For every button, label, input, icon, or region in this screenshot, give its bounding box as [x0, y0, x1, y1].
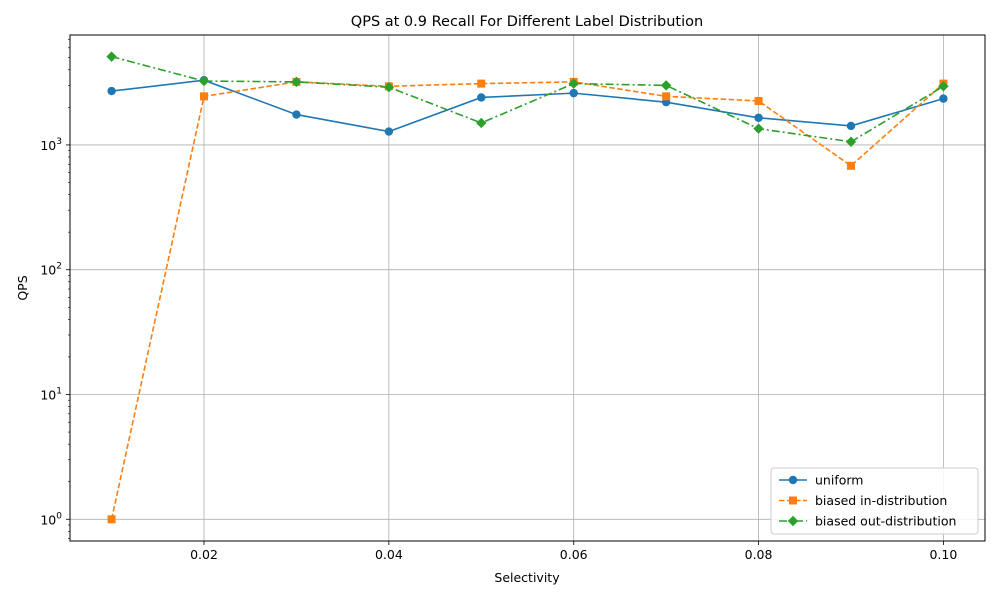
- legend-item: uniform: [779, 473, 863, 488]
- x-tick-label: 0.08: [745, 547, 773, 562]
- data-point: [754, 96, 763, 105]
- x-tick-label: 0.02: [190, 547, 218, 562]
- legend: uniform biased in-distribution biased out-…: [770, 467, 979, 535]
- plot-frame: [69, 34, 986, 542]
- y-axis-label: QPS: [15, 275, 30, 300]
- y-tick-label: 103: [40, 137, 62, 153]
- data-point: [107, 86, 116, 96]
- data-point: [938, 81, 949, 92]
- data-point: [660, 80, 672, 91]
- data-point: [846, 161, 855, 170]
- y-axis: 100 101 102 103: [40, 39, 70, 539]
- data-point: [106, 51, 117, 62]
- data-point: [845, 136, 857, 147]
- series-layer: [106, 51, 949, 524]
- legend-label: uniform: [815, 473, 863, 488]
- legend-marker: [787, 515, 799, 527]
- series-uniform: [107, 76, 948, 136]
- data-point: [200, 92, 209, 101]
- x-tick-label: 0.06: [560, 547, 588, 562]
- series-line: [110, 81, 944, 520]
- data-point: [846, 121, 856, 131]
- x-axis-label: Selectivity: [494, 570, 560, 585]
- series-line: [111, 55, 944, 143]
- legend-item: biased out-distribution: [779, 514, 956, 529]
- legend-marker: [789, 496, 797, 505]
- data-point: [292, 110, 301, 119]
- chart-title: QPS at 0.9 Recall For Different Label Di…: [351, 14, 703, 30]
- data-point: [568, 78, 579, 89]
- x-axis: 0.02 0.04 0.06 0.08 0.10: [190, 541, 957, 562]
- data-point: [753, 123, 764, 134]
- legend-marker: [788, 475, 798, 485]
- grid: [70, 35, 985, 541]
- legend-label: biased out-distribution: [815, 514, 956, 529]
- data-point: [476, 117, 487, 129]
- y-tick-label: 101: [40, 387, 62, 403]
- y-tick-label: 102: [40, 262, 62, 278]
- legend-item: biased in-distribution: [779, 493, 947, 508]
- data-point: [107, 515, 116, 524]
- data-point: [477, 79, 486, 88]
- data-point: [383, 82, 395, 93]
- y-tick-label: 100: [40, 511, 62, 527]
- x-tick-label: 0.10: [929, 547, 957, 562]
- series-line: [111, 79, 944, 133]
- data-point: [569, 88, 578, 98]
- data-point: [939, 94, 948, 103]
- legend-label: biased in-distribution: [815, 493, 947, 508]
- series-biased-out-distribution: [106, 51, 949, 147]
- data-point: [754, 113, 763, 122]
- data-point: [291, 76, 302, 88]
- data-point: [477, 93, 486, 102]
- data-point: [384, 127, 394, 136]
- data-point: [662, 92, 671, 101]
- x-tick-label: 0.04: [375, 547, 403, 562]
- data-point: [198, 75, 210, 87]
- legend-box: [770, 467, 979, 535]
